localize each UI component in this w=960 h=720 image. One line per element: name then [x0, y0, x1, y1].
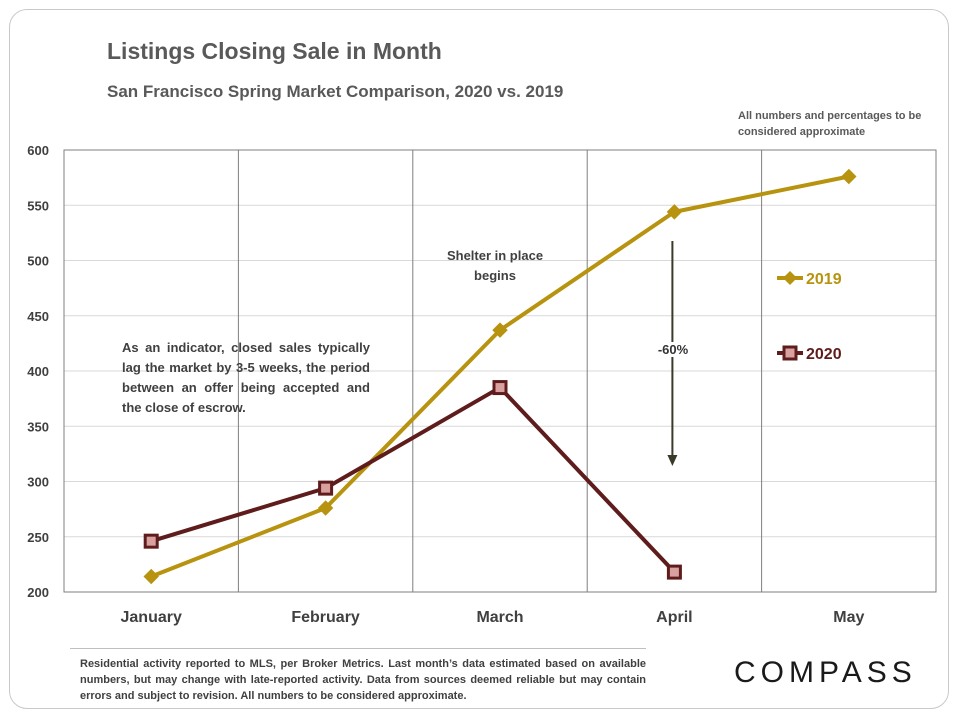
y-axis-ticks: 200 250 300 350 400 450 500 550 600 — [27, 143, 49, 600]
indicator-annotation: As an indicator, closed sales typically … — [122, 340, 370, 415]
point-2019 — [143, 568, 159, 585]
y-tick-label: 500 — [27, 254, 49, 269]
point-2020 — [318, 480, 334, 496]
shelter-annotation: Shelter in place begins — [446, 248, 544, 283]
y-tick-label: 250 — [27, 530, 49, 545]
x-tick-label: May — [833, 609, 864, 626]
slide-card — [9, 9, 949, 709]
y-tick-label: 350 — [27, 419, 49, 434]
point-2019 — [666, 204, 683, 220]
legend-marker-2019 — [783, 271, 797, 285]
x-tick-label: March — [476, 609, 523, 626]
approximate-note: All numbers and percentages to be consid… — [738, 110, 922, 138]
point-2019 — [841, 168, 857, 185]
y-tick-label: 300 — [27, 475, 49, 490]
footnote-divider — [70, 648, 646, 649]
point-2020 — [492, 380, 508, 396]
point-2020 — [143, 533, 159, 549]
legend-label-2019: 2019 — [806, 271, 842, 288]
legend: 2019 2020 — [777, 271, 842, 363]
x-axis-ticks: January February March April May — [121, 609, 865, 626]
y-tick-label: 450 — [27, 309, 49, 324]
x-tick-label: April — [656, 609, 692, 626]
change-label: -60% — [650, 342, 696, 357]
series-layer — [143, 168, 857, 585]
arrow-head — [667, 455, 678, 466]
point-2020 — [666, 564, 682, 580]
point-2019 — [317, 500, 334, 516]
y-tick-label: 400 — [27, 364, 49, 379]
legend-label-2020: 2020 — [806, 346, 842, 363]
legend-marker-2020 — [782, 345, 798, 361]
compass-logo: COMPASS — [734, 656, 917, 689]
chart-subtitle: San Francisco Spring Market Comparison, … — [107, 82, 564, 101]
plot-border — [63, 149, 937, 593]
chart-title: Listings Closing Sale in Month — [107, 38, 442, 64]
x-tick-label: February — [291, 609, 360, 626]
x-tick-label: January — [121, 609, 182, 626]
y-tick-label: 600 — [27, 143, 49, 158]
y-tick-label: 200 — [27, 585, 49, 600]
series-line-2020 — [150, 385, 676, 574]
chart-grid — [63, 149, 937, 593]
y-tick-label: 550 — [27, 198, 49, 213]
footnote: Residential activity reported to MLS, pe… — [80, 658, 646, 702]
point-2019 — [492, 322, 508, 338]
